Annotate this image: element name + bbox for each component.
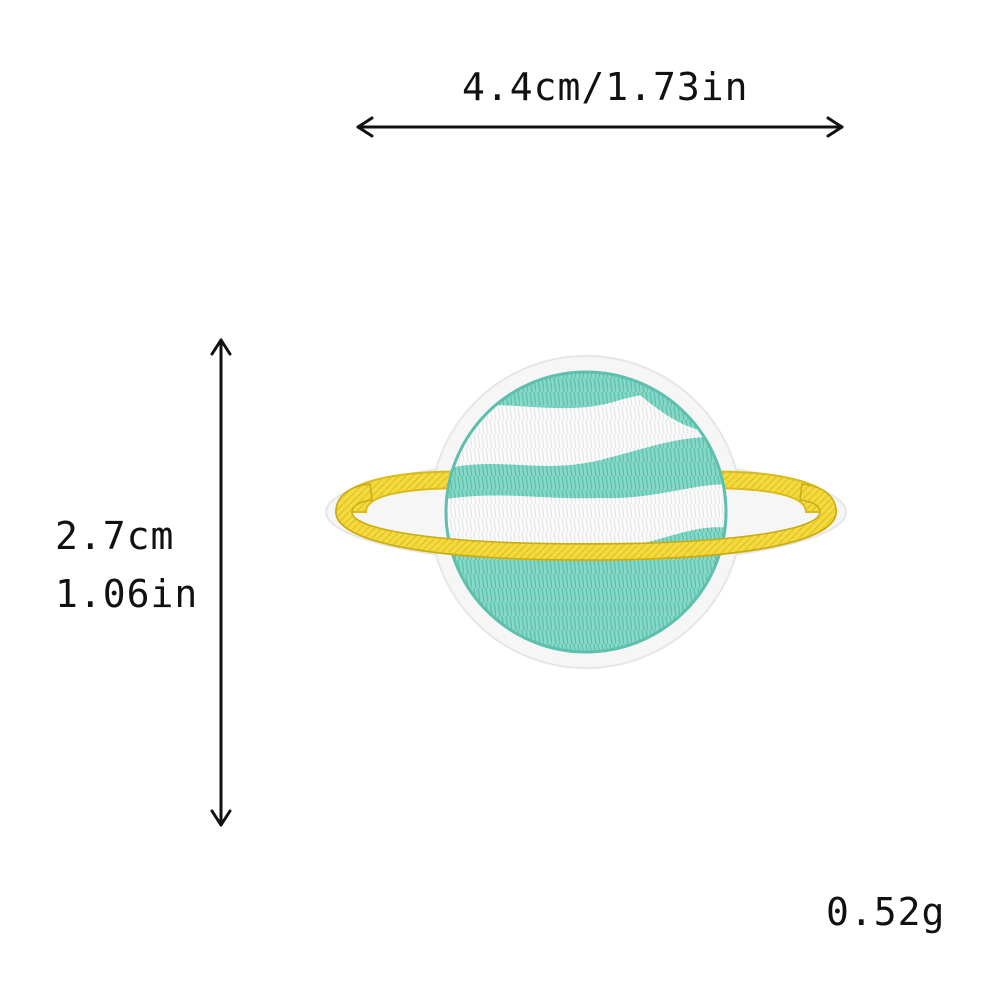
- height-dimension-in-label: 1.06in: [55, 572, 199, 616]
- width-arrow-icon: [356, 116, 844, 138]
- height-dimension-cm-label: 2.7cm: [55, 514, 175, 558]
- height-arrow-icon: [210, 338, 232, 827]
- width-dimension-label: 4.4cm/1.73in: [462, 65, 749, 109]
- ring-front: [335, 483, 837, 562]
- weight-label: 0.52g: [826, 890, 946, 934]
